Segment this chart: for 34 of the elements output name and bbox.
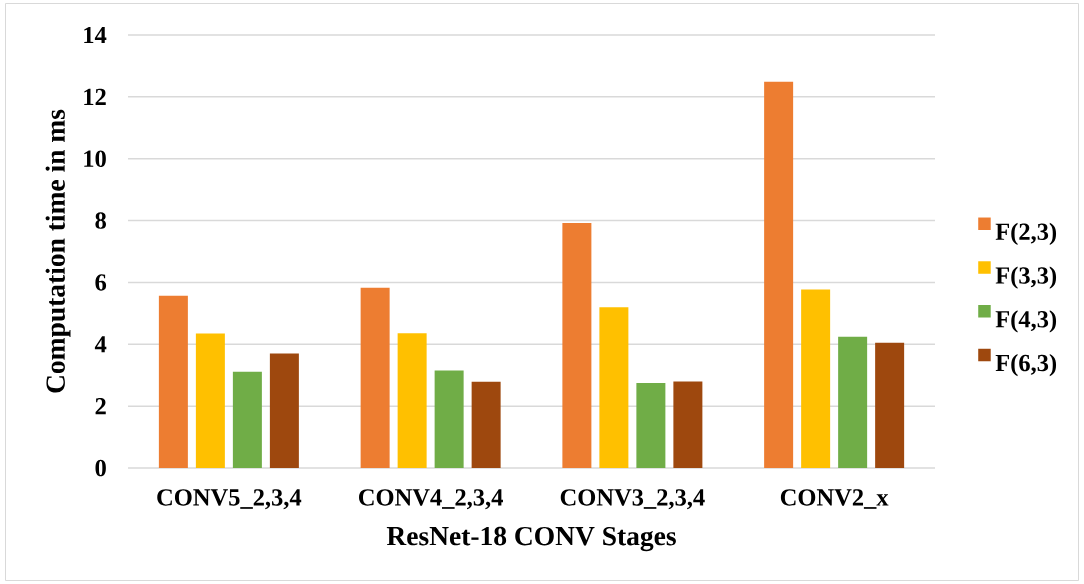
bar xyxy=(397,333,427,468)
bar xyxy=(875,342,905,468)
bar xyxy=(195,333,225,468)
y-tick-label: 0 xyxy=(95,459,106,477)
x-tick-label: CONV2_x xyxy=(780,489,889,509)
bar xyxy=(673,381,703,468)
y-tick-label: 12 xyxy=(84,88,106,105)
x-tick-label: CONV3_2,3,4 xyxy=(560,489,705,510)
y-tick-label: 10 xyxy=(84,150,106,167)
legend-label: F(3,3) xyxy=(995,266,1057,289)
x-tick-label: CONV4_2,3,4 xyxy=(359,489,503,510)
bar xyxy=(232,371,262,468)
x-axis-title: ResNet-18 CONV Stages xyxy=(386,526,676,552)
y-tick-label: 14 xyxy=(84,26,107,44)
bar xyxy=(562,223,592,468)
y-tick-label: 4 xyxy=(94,336,107,353)
bar xyxy=(838,336,868,468)
y-tick-label: 6 xyxy=(95,274,107,291)
bar xyxy=(801,289,831,468)
y-tick-label: 8 xyxy=(95,212,106,229)
x-tick-label: CONV5_2,3,4 xyxy=(157,489,302,510)
bar xyxy=(471,381,501,468)
bar xyxy=(158,295,188,468)
legend-label: F(2,3) xyxy=(995,222,1057,245)
y-axis-title: Computation time in ms xyxy=(45,109,71,393)
bar xyxy=(434,370,464,468)
legend-label: F(4,3) xyxy=(995,310,1057,333)
bar xyxy=(636,382,666,468)
y-tick-label: 2 xyxy=(95,398,106,415)
bar xyxy=(599,307,629,468)
bar xyxy=(764,81,794,468)
bar xyxy=(269,353,299,468)
bar xyxy=(360,287,390,468)
legend-label: F(6,3) xyxy=(995,354,1057,377)
